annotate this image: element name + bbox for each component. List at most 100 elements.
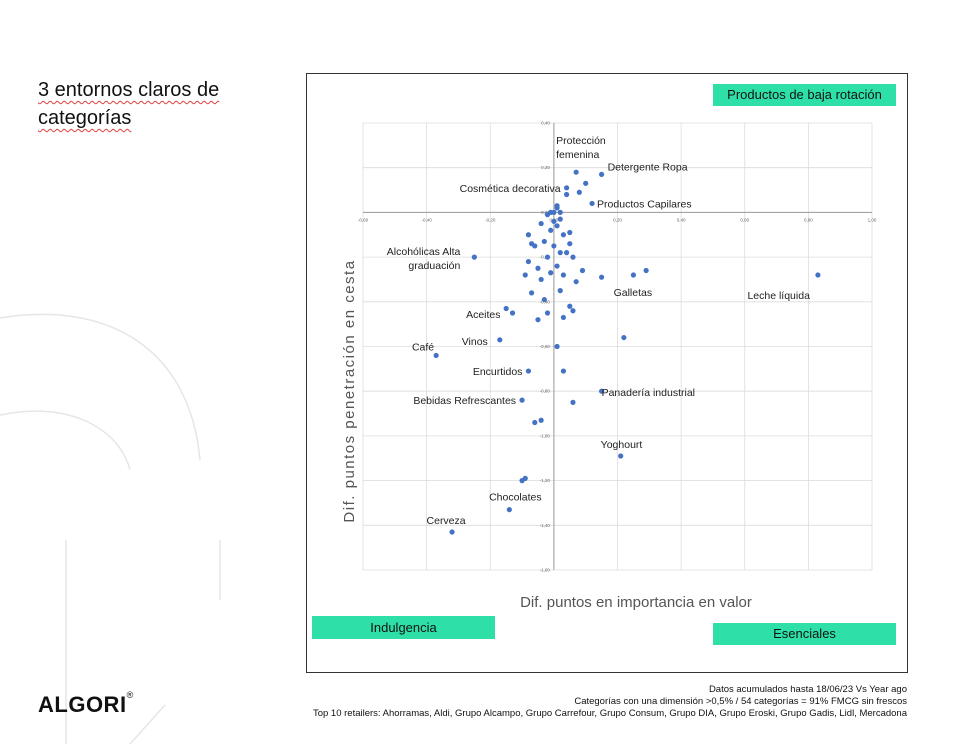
footer-line-3: Top 10 retailers: Ahorramas, Aldi, Grupo… — [312, 708, 907, 719]
scatter-point — [554, 263, 560, 269]
scatter-point-labeled — [509, 310, 516, 316]
scatter-point — [535, 265, 541, 271]
scatter-point — [621, 334, 627, 341]
scatter-point — [564, 191, 570, 198]
x-tick-label: 0,40 — [677, 217, 686, 222]
point-label: Bebidas Refrescantes — [413, 395, 516, 407]
scatter-point — [551, 243, 557, 249]
footer-notes: Datos acumulados hasta 18/06/23 Vs Year … — [313, 684, 907, 720]
chart-axes — [363, 123, 872, 570]
y-tick-label: -1,00 — [540, 433, 551, 438]
scatter-point — [567, 303, 573, 309]
scatter-point — [557, 216, 563, 222]
scatter-point-labeled — [564, 185, 570, 191]
scatter-point — [522, 272, 528, 278]
scatter-point — [529, 241, 535, 247]
point-label: Encurtidos — [473, 366, 523, 378]
y-tick-label: 0,20 — [541, 165, 550, 170]
scatter-point — [576, 189, 582, 195]
scatter-point — [573, 279, 579, 285]
algori-logo: ALGORI® — [38, 690, 134, 718]
scatter-point-labeled — [525, 368, 532, 374]
scatter-point — [567, 241, 573, 247]
chart-frame — [306, 73, 908, 673]
scatter-point — [551, 218, 557, 224]
scatter-point — [560, 232, 567, 238]
x-axis-label: Dif. puntos en importancia en valor — [520, 594, 752, 611]
point-label: Galletas — [614, 287, 653, 299]
scatter-point — [525, 232, 532, 238]
x-tick-label: -0,60 — [358, 217, 369, 222]
quadrant-label-baja-rotacion: Productos de baja rotación — [713, 84, 896, 106]
scatter-point-labeled — [815, 272, 821, 278]
scatter-point — [554, 223, 560, 229]
scatter-point — [548, 209, 554, 215]
scatter-point-labeled — [497, 337, 503, 343]
scatter-point-labeled — [573, 169, 579, 175]
point-label-line: Protección — [556, 135, 606, 147]
chart-points — [433, 169, 821, 535]
scatter-point — [548, 227, 554, 233]
scatter-point — [538, 276, 544, 283]
slide-title-line2: categorías — [38, 107, 132, 129]
footer-line-1: Datos acumulados hasta 18/06/23 Vs Year … — [708, 684, 907, 695]
scatter-point — [557, 250, 563, 256]
y-tick-label: -1,20 — [540, 478, 551, 483]
scatter-point-labeled — [449, 529, 455, 535]
scatter-point — [643, 267, 649, 274]
point-label-line: graduación — [408, 260, 460, 272]
point-label: Leche líquida — [747, 290, 810, 302]
point-label-line: Alcohólicas Alta — [387, 246, 461, 258]
scatter-point — [525, 258, 532, 265]
x-tick-label: -0,20 — [485, 217, 496, 222]
scatter-point — [570, 399, 576, 405]
y-tick-label: 0,40 — [541, 121, 550, 126]
point-label: Cerveza — [427, 515, 466, 527]
point-label: Panadería industrial — [602, 387, 695, 399]
scatter-point-labeled — [471, 254, 477, 260]
slide-title: 3 entornos claros de categorías — [38, 76, 219, 132]
scatter-point — [570, 308, 576, 314]
scatter-point — [519, 478, 525, 484]
y-tick-label: -0,80 — [540, 389, 551, 394]
scatter-point-labeled — [589, 200, 595, 207]
point-label: Café — [412, 341, 434, 353]
scatter-point — [564, 250, 570, 256]
scatter-point — [557, 288, 563, 294]
point-label: Cosmética decorativa — [460, 183, 561, 195]
y-tick-label: -0,60 — [540, 344, 551, 349]
scatter-point — [570, 254, 576, 260]
point-label-line: femenina — [556, 149, 599, 161]
x-tick-label: 0,80 — [804, 217, 813, 222]
scatter-point-labeled — [598, 274, 605, 280]
scatter-point — [538, 417, 544, 423]
scatter-point — [544, 254, 551, 260]
point-label: Detergente Ropa — [608, 161, 688, 173]
logo-text: ALGORI — [38, 692, 127, 717]
scatter-point — [538, 220, 544, 227]
scatter-point — [503, 305, 509, 312]
point-label: Yoghourt — [601, 439, 643, 451]
y-tick-label: 0,00 — [541, 210, 550, 215]
scatter-point — [560, 272, 567, 278]
x-tick-label: 1,00 — [868, 217, 877, 222]
quadrant-label-esenciales: Esenciales — [713, 623, 896, 645]
scatter-point — [544, 310, 551, 316]
scatter-point — [560, 314, 567, 321]
scatter-point-labeled — [506, 507, 512, 513]
scatter-point — [541, 296, 547, 303]
quadrant-label-indulgencia: Indulgencia — [312, 616, 495, 639]
point-label: Vinos — [462, 336, 488, 348]
point-label: Aceites — [466, 309, 500, 321]
x-tick-label: 0,20 — [613, 217, 622, 222]
scatter-point — [567, 229, 573, 236]
scatter-chart: -0,60 -0,40 -0,20 0,00 0,20 0,40 0,60 0,80 1,00 0… — [341, 121, 877, 612]
y-tick-label: -1,60 — [540, 568, 551, 573]
chart-point-labels: Protección femenina Detergente Ropa Cosméti… — [387, 135, 810, 527]
y-tick-label: -1,40 — [540, 523, 551, 528]
scatter-point-labeled — [519, 397, 525, 403]
point-label: Alcohólicas Alta graduación — [387, 246, 461, 272]
scatter-point — [583, 180, 589, 186]
scatter-point — [579, 267, 586, 274]
